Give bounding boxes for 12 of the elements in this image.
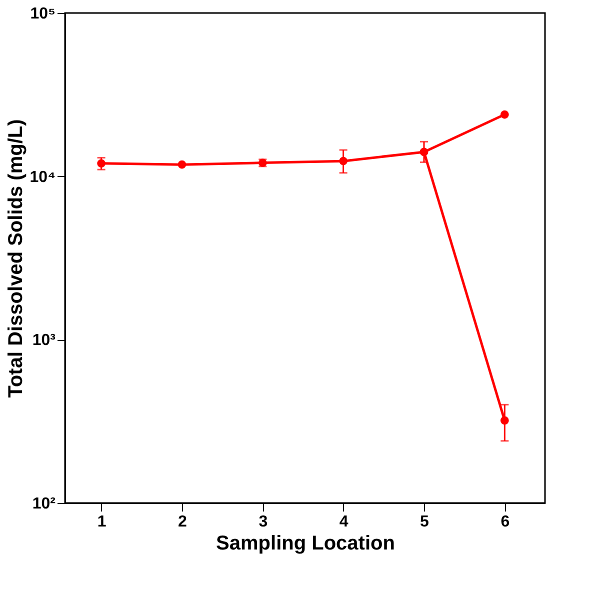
y-tick-label: 10⁵ — [30, 6, 56, 22]
x-tick-label: 2 — [178, 514, 188, 530]
x-tick-label: 1 — [97, 514, 106, 530]
y-tick-label: 10² — [32, 496, 56, 512]
x-tick-label: 3 — [258, 514, 268, 530]
x-axis-title: Sampling Location — [216, 532, 395, 554]
y-axis-title: Total Dissolved Solids (mg/L) — [4, 119, 27, 398]
x-tick-label: 5 — [420, 514, 430, 530]
y-tick-label: 10³ — [32, 332, 56, 350]
x-tick-label: 4 — [339, 514, 348, 530]
x-tick-label: 6 — [500, 514, 510, 530]
y-tick-label: 10⁴ — [30, 168, 56, 186]
